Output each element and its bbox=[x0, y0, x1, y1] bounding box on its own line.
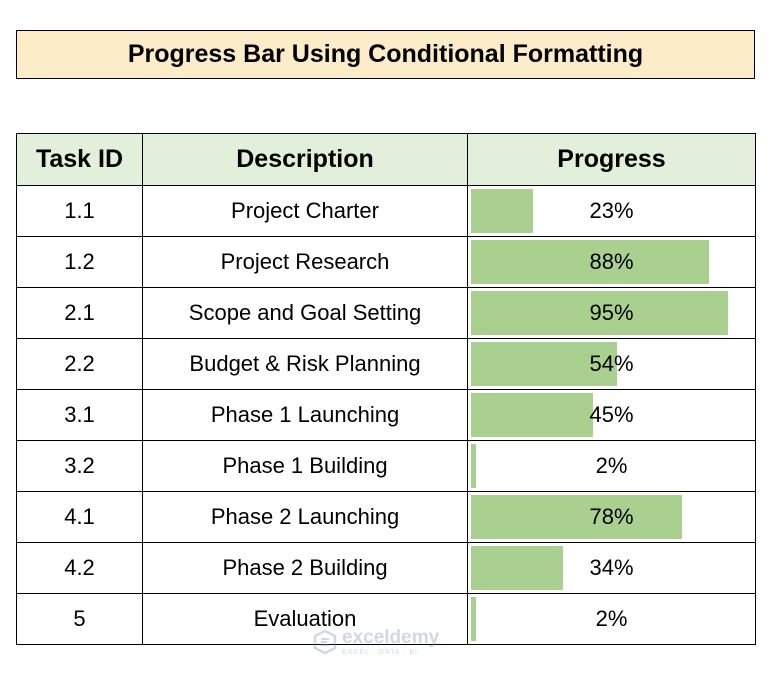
table-row: 2.2 Budget & Risk Planning 54% bbox=[16, 338, 756, 390]
progress-value: 23% bbox=[589, 198, 634, 223]
progress-bar-fill bbox=[471, 495, 682, 539]
header-description[interactable]: Description bbox=[142, 133, 468, 186]
progress-bar-track bbox=[471, 597, 741, 641]
page-title: Progress Bar Using Conditional Formattin… bbox=[16, 30, 755, 79]
table-row: 1.2 Project Research 88% bbox=[16, 236, 756, 288]
cell-progress[interactable]: 23% bbox=[467, 185, 756, 237]
cell-progress[interactable]: 78% bbox=[467, 491, 756, 543]
progress-bar-track bbox=[471, 291, 741, 335]
cell-progress[interactable]: 54% bbox=[467, 338, 756, 390]
progress-bar-fill bbox=[471, 189, 534, 233]
cell-description[interactable]: Evaluation bbox=[142, 593, 468, 645]
cell-task-id[interactable]: 2.2 bbox=[16, 338, 143, 390]
progress-table: Task ID Description Progress 1.1 Project … bbox=[16, 133, 756, 645]
progress-bar-fill bbox=[471, 342, 617, 386]
table-row: 3.2 Phase 1 Building 2% bbox=[16, 440, 756, 492]
table-row: 4.1 Phase 2 Launching 78% bbox=[16, 491, 756, 543]
cell-description[interactable]: Phase 1 Building bbox=[142, 440, 468, 492]
cell-progress[interactable]: 45% bbox=[467, 389, 756, 441]
cell-task-id[interactable]: 3.2 bbox=[16, 440, 143, 492]
progress-value: 95% bbox=[589, 300, 634, 325]
cell-description[interactable]: Phase 2 Building bbox=[142, 542, 468, 594]
progress-bar-track bbox=[471, 546, 741, 590]
cell-task-id[interactable]: 1.2 bbox=[16, 236, 143, 288]
cell-description[interactable]: Budget & Risk Planning bbox=[142, 338, 468, 390]
watermark-tagline: EXCEL · DATA · BI bbox=[342, 649, 418, 656]
cell-description[interactable]: Scope and Goal Setting bbox=[142, 287, 468, 339]
progress-value: 2% bbox=[595, 606, 628, 631]
progress-bar-fill bbox=[471, 240, 709, 284]
cell-task-id[interactable]: 2.1 bbox=[16, 287, 143, 339]
cell-description[interactable]: Project Research bbox=[142, 236, 468, 288]
cell-progress[interactable]: 95% bbox=[467, 287, 756, 339]
progress-value: 54% bbox=[589, 351, 634, 376]
cell-task-id[interactable]: 4.2 bbox=[16, 542, 143, 594]
progress-bar-fill bbox=[471, 291, 728, 335]
cell-description[interactable]: Phase 2 Launching bbox=[142, 491, 468, 543]
table-row: 1.1 Project Charter 23% bbox=[16, 185, 756, 237]
header-task-id[interactable]: Task ID bbox=[16, 133, 143, 186]
table-row: 2.1 Scope and Goal Setting 95% bbox=[16, 287, 756, 339]
header-progress[interactable]: Progress bbox=[467, 133, 756, 186]
cell-description[interactable]: Phase 1 Launching bbox=[142, 389, 468, 441]
progress-bar-track bbox=[471, 444, 741, 488]
table-header-row: Task ID Description Progress bbox=[16, 133, 756, 186]
progress-bar-track bbox=[471, 189, 741, 233]
progress-bar-track bbox=[471, 240, 741, 284]
table-row: 5 Evaluation 2% bbox=[16, 593, 756, 645]
progress-bar-fill bbox=[471, 597, 477, 641]
progress-value: 34% bbox=[589, 555, 634, 580]
cell-progress[interactable]: 2% bbox=[467, 440, 756, 492]
progress-bar-fill bbox=[471, 393, 593, 437]
progress-value: 45% bbox=[589, 402, 634, 427]
progress-bar-track bbox=[471, 495, 741, 539]
cell-task-id[interactable]: 4.1 bbox=[16, 491, 143, 543]
cell-progress[interactable]: 88% bbox=[467, 236, 756, 288]
cell-progress[interactable]: 2% bbox=[467, 593, 756, 645]
table-row: 3.1 Phase 1 Launching 45% bbox=[16, 389, 756, 441]
cell-description[interactable]: Project Charter bbox=[142, 185, 468, 237]
cell-task-id[interactable]: 1.1 bbox=[16, 185, 143, 237]
progress-bar-track bbox=[471, 342, 741, 386]
cell-task-id[interactable]: 5 bbox=[16, 593, 143, 645]
progress-value: 88% bbox=[589, 249, 634, 274]
cell-task-id[interactable]: 3.1 bbox=[16, 389, 143, 441]
progress-value: 78% bbox=[589, 504, 634, 529]
table-row: 4.2 Phase 2 Building 34% bbox=[16, 542, 756, 594]
progress-value: 2% bbox=[595, 453, 628, 478]
progress-bar-fill bbox=[471, 444, 477, 488]
progress-bar-track bbox=[471, 393, 741, 437]
progress-bar-fill bbox=[471, 546, 563, 590]
cell-progress[interactable]: 34% bbox=[467, 542, 756, 594]
